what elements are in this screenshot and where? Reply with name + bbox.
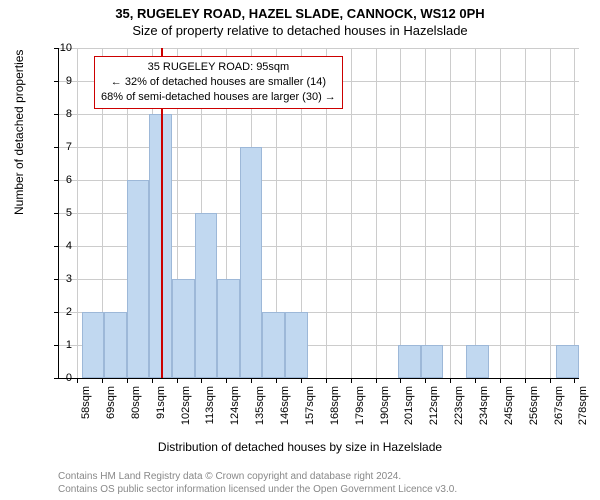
gridline-v: [450, 48, 451, 378]
histogram-bar: [556, 345, 579, 378]
x-tick-label: 179sqm: [354, 386, 366, 425]
histogram-bar: [82, 312, 105, 378]
histogram-bar: [240, 147, 263, 378]
x-tick-label: 135sqm: [254, 386, 266, 425]
y-tick-label: 0: [52, 372, 72, 384]
histogram-bar: [127, 180, 150, 378]
x-tick: [400, 378, 401, 383]
x-tick: [251, 378, 252, 383]
gridline-v: [550, 48, 551, 378]
annotation-box: 35 RUGELEY ROAD: 95sqm← 32% of detached …: [94, 56, 343, 109]
x-tick-label: 124sqm: [229, 386, 241, 425]
x-tick: [201, 378, 202, 383]
y-axis-label: Number of detached properties: [12, 50, 26, 215]
x-tick: [525, 378, 526, 383]
histogram-chart: 35 RUGELEY ROAD: 95sqm← 32% of detached …: [58, 48, 578, 378]
histogram-bar: [195, 213, 218, 378]
x-tick: [77, 378, 78, 383]
histogram-bar: [466, 345, 489, 378]
x-tick: [127, 378, 128, 383]
y-tick-label: 7: [52, 141, 72, 153]
y-tick-label: 10: [52, 42, 72, 54]
gridline-h: [59, 147, 579, 148]
y-tick-label: 4: [52, 240, 72, 252]
annotation-line1: 35 RUGELEY ROAD: 95sqm: [101, 60, 336, 75]
footer-attribution: Contains HM Land Registry data © Crown c…: [58, 470, 457, 496]
x-tick-label: 278sqm: [577, 386, 589, 425]
x-tick: [326, 378, 327, 383]
x-tick-label: 146sqm: [279, 386, 291, 425]
histogram-bar: [104, 312, 127, 378]
x-tick-label: 245sqm: [503, 386, 515, 425]
x-tick-label: 69sqm: [105, 386, 117, 419]
x-tick-label: 58sqm: [80, 386, 92, 419]
x-tick: [301, 378, 302, 383]
x-tick: [500, 378, 501, 383]
footer-line1: Contains HM Land Registry data © Crown c…: [58, 470, 457, 483]
gridline-v: [351, 48, 352, 378]
x-tick: [152, 378, 153, 383]
x-tick-label: 157sqm: [304, 386, 316, 425]
gridline-v: [574, 48, 575, 378]
x-tick-label: 113sqm: [204, 386, 216, 424]
y-tick-label: 2: [52, 306, 72, 318]
gridline-v: [77, 48, 78, 378]
y-tick-label: 6: [52, 174, 72, 186]
x-tick-label: 201sqm: [403, 386, 415, 425]
x-tick: [574, 378, 575, 383]
x-tick-label: 212sqm: [428, 386, 440, 425]
x-tick: [351, 378, 352, 383]
gridline-v: [500, 48, 501, 378]
plot-area: 35 RUGELEY ROAD: 95sqm← 32% of detached …: [58, 48, 579, 379]
gridline-v: [425, 48, 426, 378]
x-tick-label: 234sqm: [478, 386, 490, 425]
annotation-line3: 68% of semi-detached houses are larger (…: [101, 90, 336, 105]
histogram-bar: [172, 279, 195, 378]
y-tick-label: 9: [52, 75, 72, 87]
x-tick: [475, 378, 476, 383]
x-tick: [102, 378, 103, 383]
x-tick-label: 168sqm: [329, 386, 341, 425]
annotation-line2: ← 32% of detached houses are smaller (14…: [101, 75, 336, 90]
x-tick: [226, 378, 227, 383]
gridline-v: [400, 48, 401, 378]
y-tick-label: 8: [52, 108, 72, 120]
x-tick: [177, 378, 178, 383]
page-title: 35, RUGELEY ROAD, HAZEL SLADE, CANNOCK, …: [0, 0, 600, 21]
histogram-bar: [285, 312, 308, 378]
gridline-v: [376, 48, 377, 378]
x-tick: [376, 378, 377, 383]
histogram-bar: [217, 279, 240, 378]
gridline-h: [59, 48, 579, 49]
y-tick-label: 1: [52, 339, 72, 351]
y-tick-label: 3: [52, 273, 72, 285]
gridline-v: [525, 48, 526, 378]
chart-container: 35, RUGELEY ROAD, HAZEL SLADE, CANNOCK, …: [0, 0, 600, 500]
x-tick-label: 91sqm: [155, 386, 167, 419]
footer-line2: Contains OS public sector information li…: [58, 483, 457, 496]
x-tick-label: 80sqm: [130, 386, 142, 419]
x-tick-label: 267sqm: [553, 386, 565, 425]
x-tick: [450, 378, 451, 383]
x-tick-label: 223sqm: [453, 386, 465, 425]
page-subtitle: Size of property relative to detached ho…: [0, 21, 600, 42]
gridline-v: [475, 48, 476, 378]
y-tick-label: 5: [52, 207, 72, 219]
gridline-h: [59, 114, 579, 115]
x-tick: [425, 378, 426, 383]
x-tick-label: 256sqm: [528, 386, 540, 425]
x-tick-label: 190sqm: [379, 386, 391, 425]
x-tick: [550, 378, 551, 383]
x-axis-label: Distribution of detached houses by size …: [0, 440, 600, 454]
histogram-bar: [398, 345, 421, 378]
x-tick-label: 102sqm: [180, 386, 192, 425]
x-tick: [276, 378, 277, 383]
histogram-bar: [421, 345, 444, 378]
histogram-bar: [262, 312, 285, 378]
